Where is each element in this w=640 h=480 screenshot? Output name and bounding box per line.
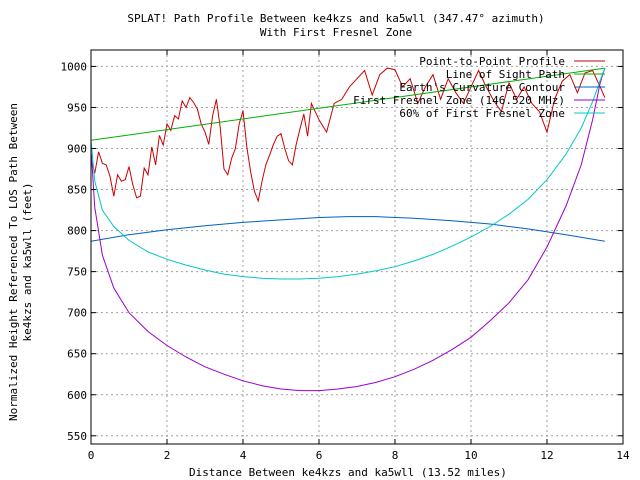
chart-subtitle: With First Fresnel Zone xyxy=(260,26,412,39)
y-tick-label: 700 xyxy=(67,307,87,320)
y-tick-label: 850 xyxy=(67,184,87,197)
x-tick-label: 12 xyxy=(540,449,553,462)
legend-label: First Fresnel Zone (146.520 MHz) xyxy=(353,94,565,107)
legend-label: 60% of First Fresnel Zone xyxy=(399,107,565,120)
x-tick-label: 4 xyxy=(240,449,247,462)
x-tick-label: 14 xyxy=(616,449,630,462)
y-tick-label: 750 xyxy=(67,266,87,279)
x-tick-label: 10 xyxy=(464,449,477,462)
y-tick-label: 900 xyxy=(67,143,87,156)
y-tick-label: 650 xyxy=(67,348,87,361)
plot-frame xyxy=(90,49,624,445)
series-line-first-fresnel-zone-146-520-mhz xyxy=(90,67,606,392)
series-line-point-to-point-profile xyxy=(90,67,606,203)
y-tick-label: 550 xyxy=(67,430,87,443)
grid-lines xyxy=(90,50,624,444)
legend-label: Earth's Curvature Contour xyxy=(399,81,565,94)
x-tick-label: 0 xyxy=(88,449,95,462)
series-layer xyxy=(90,67,606,392)
x-tick-label: 2 xyxy=(164,449,171,462)
series-line-60-of-first-fresnel-zone xyxy=(90,67,606,280)
series-line-line-of-sight-path xyxy=(90,67,605,141)
legend-label: Line of Sight Path xyxy=(446,68,565,81)
y-tick-label: 600 xyxy=(67,389,87,402)
y-axis-label-line1: Normalized Height Referenced To LOS Path… xyxy=(7,103,20,421)
legend-label: Point-to-Point Profile xyxy=(419,55,565,68)
chart-title: SPLAT! Path Profile Between ke4kzs and k… xyxy=(127,12,544,25)
y-tick-label: 800 xyxy=(67,225,87,238)
y-axis-label-line2: ke4kzs and ka5wll (feet) xyxy=(21,183,34,342)
series-line-earth-s-curvature-contour xyxy=(90,216,605,242)
x-axis-ticks: 0 2 4 6 8 10 12 14 xyxy=(88,50,630,462)
x-tick-label: 6 xyxy=(316,449,323,462)
y-axis-ticks: 550 600 650 700 750 800 850 900 950 1000 xyxy=(61,60,623,443)
y-tick-label: 950 xyxy=(67,101,87,114)
y-tick-label: 1000 xyxy=(61,60,88,73)
x-tick-label: 8 xyxy=(392,449,399,462)
x-axis-label: Distance Between ke4kzs and ka5wll (13.5… xyxy=(189,466,507,479)
